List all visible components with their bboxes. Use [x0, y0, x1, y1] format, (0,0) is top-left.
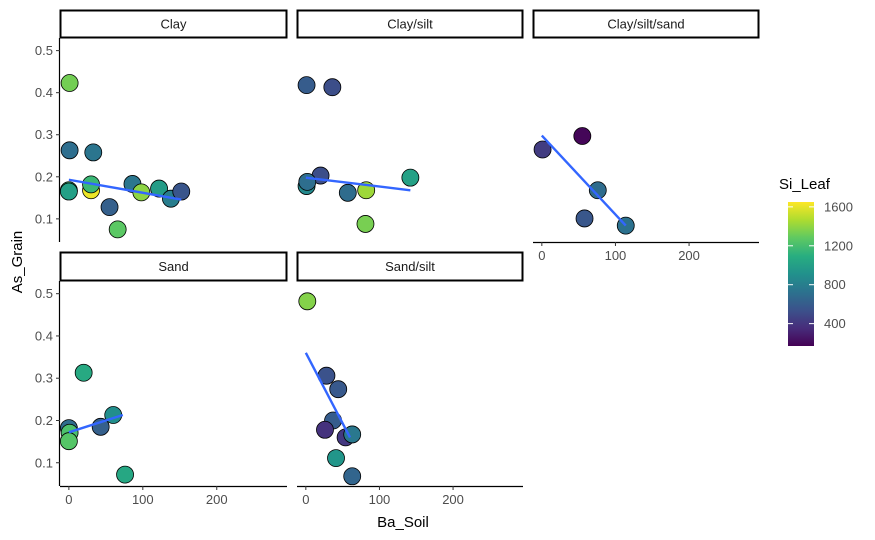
facet-panels: Clay 0.1 0.2 0.3 0.4 0.5 Clay/silt Clay/silt/sa…	[35, 9, 760, 507]
strip-label: Sand	[158, 259, 188, 274]
data-point	[108, 220, 127, 239]
data-point	[100, 198, 119, 216]
x-tick-label: 0	[65, 492, 72, 507]
data-point	[59, 182, 78, 201]
data-point	[172, 182, 191, 201]
y-tick-label: 0.5	[35, 286, 53, 301]
strip-label: Sand/silt	[385, 259, 435, 274]
data-point	[298, 292, 317, 311]
x-tick-label: 100	[369, 492, 391, 507]
trend-line	[304, 352, 352, 438]
y-tick-label: 0.4	[35, 85, 53, 100]
colorbar-tick-label: 400	[824, 316, 846, 331]
data-point	[60, 141, 79, 160]
x-tick-label: 200	[678, 248, 700, 263]
x-axis-title: Ba_Soil	[377, 514, 429, 531]
strip-background	[296, 251, 524, 282]
colorbar-gradient	[788, 202, 814, 346]
y-tick-label: 0.2	[35, 413, 53, 428]
colorbar-ticks: 400 800 1200 1600	[788, 199, 853, 331]
data-point	[316, 420, 334, 439]
data-point	[329, 380, 348, 399]
strip-label: Clay/silt/sand	[607, 17, 684, 32]
data-point	[343, 467, 362, 486]
data-point	[356, 215, 375, 233]
y-tick-label: 0.3	[35, 127, 53, 142]
trend-line	[540, 134, 627, 227]
colorbar-tick-label: 1200	[824, 238, 853, 253]
data-point	[116, 465, 134, 484]
trend-line	[68, 178, 182, 201]
data-point	[533, 140, 552, 159]
x-tick-label: 200	[206, 492, 228, 507]
data-point	[573, 127, 592, 145]
strip-background	[59, 9, 288, 39]
data-point	[59, 432, 78, 451]
data-point	[401, 168, 420, 187]
x-tick-label: 200	[442, 492, 464, 507]
x-tick-label: 0	[538, 248, 545, 263]
y-axis-title: As_Grain	[9, 231, 26, 294]
data-point	[84, 143, 103, 162]
data-point	[74, 363, 93, 382]
y-tick-label: 0.4	[35, 328, 53, 343]
trend-line	[305, 176, 411, 192]
strip-background	[296, 9, 524, 39]
strip-background	[59, 251, 288, 282]
data-point	[150, 179, 168, 198]
colorbar-tick-label: 1600	[824, 199, 853, 214]
data-point	[323, 78, 342, 97]
facet-panel: Clay/silt	[296, 9, 524, 233]
y-tick-label: 0.5	[35, 43, 53, 58]
facet-panel: Sand 0 100 200 0.1 0.2 0.3 0.4 0.5	[35, 251, 288, 507]
y-tick-label: 0.1	[35, 211, 53, 226]
data-point	[575, 209, 594, 228]
facet-panel: Clay 0.1 0.2 0.3 0.4 0.5	[35, 9, 288, 242]
trend-line	[68, 413, 124, 434]
data-point	[298, 172, 317, 191]
data-point	[60, 74, 79, 92]
strip-background	[532, 9, 760, 39]
data-point	[588, 181, 607, 200]
data-point	[327, 449, 345, 468]
strip-label: Clay	[160, 17, 187, 32]
colorbar-tick-label: 800	[824, 277, 846, 292]
facet-panel: Sand/silt 0 100 200	[296, 251, 524, 507]
data-point	[338, 183, 357, 202]
x-tick-label: 0	[302, 492, 309, 507]
data-point	[297, 76, 316, 95]
strip-label: Clay/silt	[387, 17, 433, 32]
legend-title: Si_Leaf	[779, 176, 831, 193]
x-tick-label: 100	[605, 248, 627, 263]
data-point	[343, 425, 362, 444]
y-tick-label: 0.1	[35, 455, 53, 470]
color-legend: Si_Leaf 400 800 1200 1600	[779, 176, 853, 346]
facet-panel: Clay/silt/sand 0 100 200	[532, 9, 760, 263]
y-tick-label: 0.3	[35, 371, 53, 386]
x-tick-label: 100	[132, 492, 154, 507]
y-tick-label: 0.2	[35, 169, 53, 184]
